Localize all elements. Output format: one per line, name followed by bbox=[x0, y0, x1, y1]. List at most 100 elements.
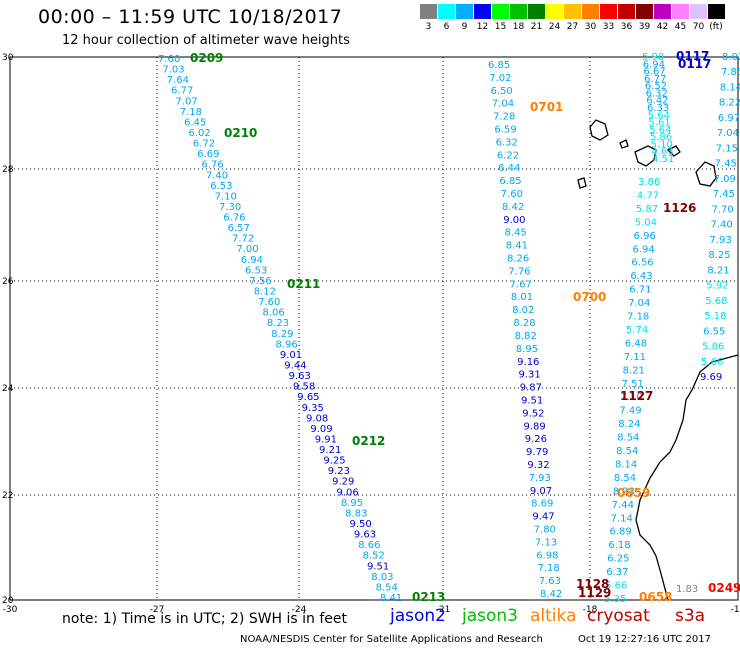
swh-value: 6.32 bbox=[496, 137, 518, 148]
swh-value: 5.86 bbox=[650, 132, 672, 143]
swh-value: 8.66 bbox=[358, 540, 380, 551]
swh-value: 4.51 bbox=[652, 154, 674, 165]
swh-value: 7.63 bbox=[539, 576, 561, 587]
swh-value: 8.54 bbox=[376, 582, 398, 593]
swh-value: 6.25 bbox=[607, 554, 629, 565]
swh-value: 5.18 bbox=[704, 311, 726, 322]
swh-value: 6.71 bbox=[629, 285, 651, 296]
swh-value: 9.63 bbox=[289, 371, 311, 382]
lon-tick-label: -15 bbox=[731, 605, 740, 615]
swh-value: 7.10 bbox=[620, 392, 642, 403]
swh-value: 8.54 bbox=[616, 446, 638, 457]
swh-value: 9.25 bbox=[323, 456, 345, 467]
swh-value: 9.65 bbox=[297, 392, 319, 403]
swh-value: 6.50 bbox=[491, 86, 513, 97]
swh-value: 6.94 bbox=[633, 244, 655, 255]
swh-value: 7.56 bbox=[249, 276, 271, 287]
swh-value: 9.89 bbox=[524, 421, 546, 432]
scale-label: 24 bbox=[548, 22, 561, 32]
swh-value: 8.14 bbox=[720, 82, 740, 93]
scale-label: 36 bbox=[620, 22, 633, 32]
swh-value: 8.25 bbox=[708, 250, 730, 261]
swh-value: 6.33 bbox=[647, 103, 669, 114]
swh-value: 8.23 bbox=[613, 486, 635, 497]
swh-value: 9.58 bbox=[293, 382, 315, 393]
swh-value: 6.59 bbox=[494, 125, 516, 136]
swh-value: 6.98 bbox=[536, 550, 558, 561]
swh-value: 8.23 bbox=[267, 318, 289, 329]
swh-value: 5.74 bbox=[626, 325, 648, 336]
swh-value: 9.09 bbox=[310, 424, 332, 435]
swh-value: 8.96 bbox=[276, 339, 298, 350]
swh-value: 7.40 bbox=[206, 170, 228, 181]
scale-label: 33 bbox=[602, 22, 615, 32]
swh-value: 8.24 bbox=[618, 419, 640, 430]
swh-value: 6.48 bbox=[625, 338, 647, 349]
swh-value: 8.29 bbox=[271, 329, 293, 340]
swh-value: 6.02 bbox=[188, 128, 210, 139]
swh-value: 6.37 bbox=[606, 567, 628, 578]
scale-label: 42 bbox=[656, 22, 669, 32]
swh-value: 6.85 bbox=[488, 60, 510, 71]
swh-value: 9.50 bbox=[350, 519, 372, 530]
swh-value: 7.70 bbox=[712, 204, 734, 215]
scale-swatch bbox=[672, 4, 689, 19]
coastline-segment bbox=[577, 177, 587, 189]
scale-label: 70 bbox=[692, 22, 705, 32]
pass-time-label: 0210 bbox=[224, 126, 257, 140]
swh-value: 5.86 bbox=[702, 342, 724, 353]
scale-swatch bbox=[510, 4, 527, 19]
coastline-segment bbox=[589, 119, 609, 141]
swh-value: 7.15 bbox=[716, 143, 738, 154]
swh-value: 9.26 bbox=[525, 434, 547, 445]
swh-value: 8.41 bbox=[380, 593, 402, 604]
scale-swatch bbox=[546, 4, 563, 19]
swh-value: 9.21 bbox=[319, 445, 341, 456]
swh-value: 6.77 bbox=[171, 86, 193, 97]
scale-swatch bbox=[582, 4, 599, 19]
swh-value: 8.02 bbox=[512, 305, 534, 316]
scale-label: 3 bbox=[425, 22, 432, 32]
altimeter-tracks: 7.607.037.646.777.077.186.456.026.726.69… bbox=[158, 49, 740, 605]
swh-value: 7.09 bbox=[714, 174, 736, 185]
scale-swatch bbox=[618, 4, 635, 19]
scale-label: 39 bbox=[638, 22, 651, 32]
swh-value: 7.45 bbox=[713, 189, 735, 200]
scale-label: 6 bbox=[443, 22, 450, 32]
swh-value: 8.82 bbox=[515, 331, 537, 342]
scale-label: 21 bbox=[530, 22, 543, 32]
scale-swatch bbox=[708, 4, 725, 19]
swh-value: 9.44 bbox=[284, 360, 306, 371]
swh-value: 8.52 bbox=[363, 551, 385, 562]
swh-value: 7.14 bbox=[611, 513, 633, 524]
swh-value: 6.77 bbox=[644, 74, 666, 85]
pass-time-label: 0117 bbox=[676, 49, 709, 63]
swh-value: 9.16 bbox=[517, 357, 539, 368]
swh-value: 8.21 bbox=[707, 265, 729, 276]
swh-value: 8.12 bbox=[254, 287, 276, 298]
swh-value: 5.64 bbox=[649, 125, 671, 136]
swh-value: 7.04 bbox=[628, 298, 650, 309]
swh-value: 5.68 bbox=[705, 296, 727, 307]
pass-time-label: 0701 bbox=[530, 100, 563, 114]
pass-time-label: 1127 bbox=[620, 389, 653, 403]
swh-value: 6.72 bbox=[193, 139, 215, 150]
coastline bbox=[577, 119, 739, 601]
swh-value: 9.29 bbox=[332, 477, 354, 488]
swh-value: 8.83 bbox=[345, 508, 367, 519]
scale-swatch bbox=[438, 4, 455, 19]
pass-time-label: 1129 bbox=[578, 586, 611, 600]
swh-value: 6.53 bbox=[210, 181, 232, 192]
swh-value: 8.28 bbox=[513, 318, 535, 329]
scale-swatch bbox=[600, 4, 617, 19]
swh-value: 7.64 bbox=[167, 75, 189, 86]
swh-value: 7.44 bbox=[612, 500, 634, 511]
swh-value: 8.06 bbox=[262, 308, 284, 319]
swh-value: 9.47 bbox=[532, 512, 554, 523]
swh-value: 7.67 bbox=[510, 279, 532, 290]
swh-value: 6.32 bbox=[646, 88, 668, 99]
scale-swatch bbox=[528, 4, 545, 19]
swh-value: 8.42 bbox=[502, 202, 524, 213]
scale-swatch bbox=[420, 4, 437, 19]
swh-value: 6.69 bbox=[197, 149, 219, 160]
